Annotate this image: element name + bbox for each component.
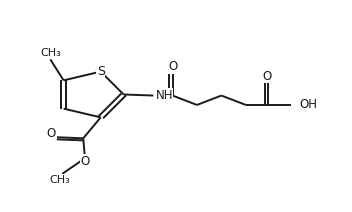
Text: O: O xyxy=(46,127,55,139)
Text: S: S xyxy=(97,65,105,78)
Text: O: O xyxy=(168,60,177,73)
Text: O: O xyxy=(80,155,90,168)
Text: CH₃: CH₃ xyxy=(40,47,61,57)
Text: NH: NH xyxy=(155,89,173,102)
Text: O: O xyxy=(262,70,271,83)
Text: CH₃: CH₃ xyxy=(49,175,70,185)
Text: OH: OH xyxy=(299,98,317,112)
